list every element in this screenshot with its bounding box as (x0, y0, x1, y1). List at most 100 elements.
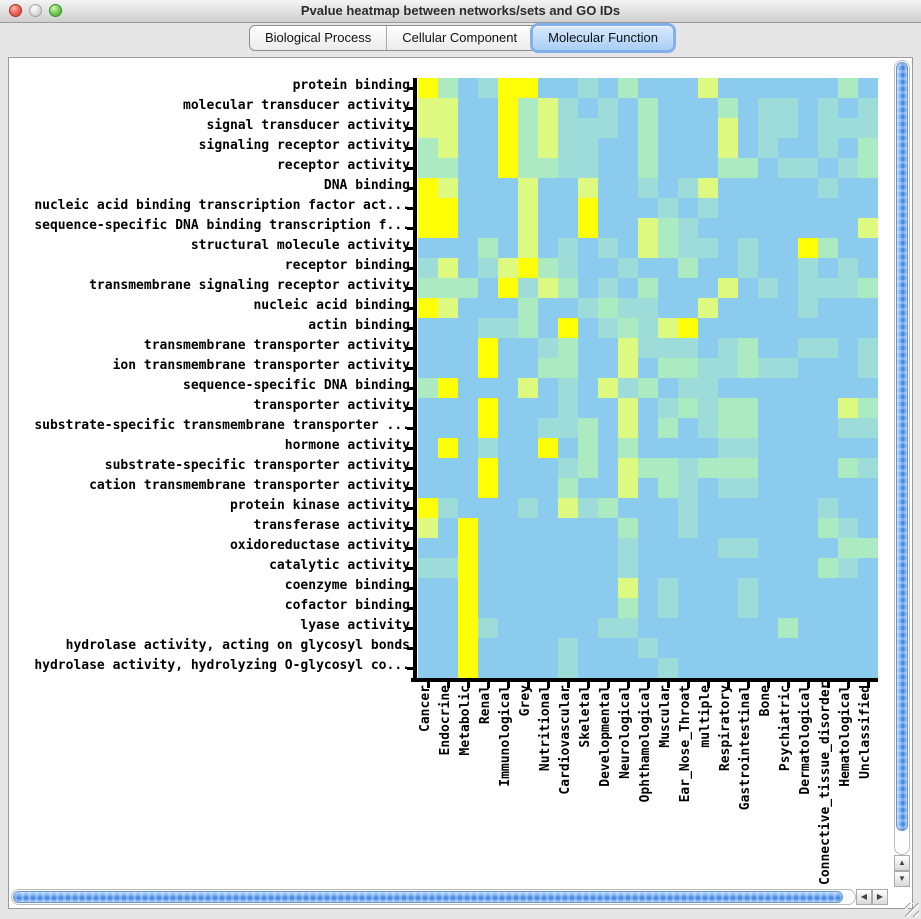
heatmap-cell (798, 118, 818, 138)
heatmap-cell (518, 658, 538, 678)
heatmap-cell (678, 98, 698, 118)
heatmap-cell (418, 298, 438, 318)
heatmap-cell (718, 618, 738, 638)
heatmap-cell (838, 538, 858, 558)
vertical-scrollbar-thumb[interactable] (896, 62, 908, 832)
y-axis-tick (407, 387, 413, 390)
heatmap-cell (738, 478, 758, 498)
heatmap-cell (678, 278, 698, 298)
x-axis-tick (627, 682, 630, 688)
x-axis-tick (587, 682, 590, 688)
vertical-scrollbar[interactable] (894, 60, 910, 855)
resize-grip[interactable] (905, 903, 919, 917)
heatmap-cell (558, 118, 578, 138)
heatmap-cell (658, 178, 678, 198)
heatmap-cell (818, 418, 838, 438)
heatmap-cell (858, 318, 878, 338)
heatmap-cell (718, 178, 738, 198)
heatmap-cell (498, 558, 518, 578)
heatmap-cell (718, 238, 738, 258)
heatmap-cell (738, 278, 758, 298)
heatmap-cell (758, 578, 778, 598)
x-axis-tick (547, 682, 550, 688)
heatmap-cell (558, 558, 578, 578)
heatmap-cell (418, 178, 438, 198)
scroll-down-button[interactable]: ▼ (894, 871, 910, 887)
heatmap-cell (558, 578, 578, 598)
heatmap-cell (558, 618, 578, 638)
vertical-scrollbar-buttons: ▲ ▼ (894, 855, 910, 887)
heatmap-cell (618, 378, 638, 398)
heatmap-cell (498, 438, 518, 458)
horizontal-scrollbar[interactable] (11, 889, 856, 905)
y-axis-tick (407, 247, 413, 250)
heatmap-cell (418, 118, 438, 138)
heatmap-cell (738, 558, 758, 578)
heatmap-cell (678, 378, 698, 398)
heatmap-cell (418, 538, 438, 558)
heatmap-cell (478, 458, 498, 478)
tab-biological-process[interactable]: Biological Process (250, 26, 388, 50)
tab-cellular-component[interactable]: Cellular Component (387, 26, 534, 50)
heatmap-cell (758, 478, 778, 498)
heatmap-cell (478, 278, 498, 298)
close-button[interactable] (9, 4, 22, 17)
heatmap-cell (798, 178, 818, 198)
scroll-up-button[interactable]: ▲ (894, 855, 910, 871)
heatmap-cell (498, 98, 518, 118)
heatmap-grid[interactable] (418, 78, 878, 678)
heatmap-cell (798, 278, 818, 298)
heatmap-cell (498, 258, 518, 278)
heatmap-cell (738, 638, 758, 658)
heatmap-cell (558, 338, 578, 358)
x-axis-tick (527, 682, 530, 688)
heatmap-cell (638, 138, 658, 158)
heatmap-cell (558, 198, 578, 218)
scroll-right-button[interactable]: ▶ (872, 889, 888, 905)
horizontal-scrollbar-thumb[interactable] (13, 891, 844, 903)
heatmap-cell (758, 638, 778, 658)
heatmap-cell (678, 198, 698, 218)
heatmap-cell (418, 558, 438, 578)
tab-molecular-function[interactable]: Molecular Function (533, 26, 673, 50)
heatmap-cell (858, 198, 878, 218)
minimize-button[interactable] (29, 4, 42, 17)
heatmap-cell (838, 218, 858, 238)
heatmap-cell (458, 418, 478, 438)
heatmap-cell (518, 518, 538, 538)
heatmap-cell (798, 198, 818, 218)
row-label: structural molecule activity (190, 238, 410, 253)
scroll-left-button[interactable]: ◀ (856, 889, 872, 905)
heatmap-cell (698, 258, 718, 278)
heatmap-cell (598, 198, 618, 218)
heatmap-cell (538, 238, 558, 258)
heatmap-cell (558, 218, 578, 238)
heatmap-cell (458, 138, 478, 158)
heatmap-cell (578, 238, 598, 258)
row-label: DNA binding (323, 178, 410, 193)
heatmap-cell (658, 298, 678, 318)
heatmap-cell (658, 358, 678, 378)
heatmap-cell (598, 98, 618, 118)
heatmap-cell (678, 158, 698, 178)
heatmap-cell (838, 378, 858, 398)
heatmap-cell (618, 458, 638, 478)
heatmap-cell (618, 498, 638, 518)
heatmap-cell (818, 398, 838, 418)
heatmap-cell (818, 278, 838, 298)
heatmap-cell (858, 618, 878, 638)
heatmap-cell (838, 398, 858, 418)
heatmap-cell (618, 478, 638, 498)
heatmap-cell (478, 138, 498, 158)
heatmap-cell (818, 378, 838, 398)
heatmap-cell (858, 598, 878, 618)
heatmap-cell (458, 438, 478, 458)
heatmap-cell (478, 258, 498, 278)
heatmap-cell (818, 538, 838, 558)
heatmap-cell (778, 98, 798, 118)
heatmap-cell (778, 558, 798, 578)
heatmap-cell (638, 298, 658, 318)
heatmap-cell (418, 158, 438, 178)
heatmap-cell (698, 598, 718, 618)
zoom-button[interactable] (49, 4, 62, 17)
